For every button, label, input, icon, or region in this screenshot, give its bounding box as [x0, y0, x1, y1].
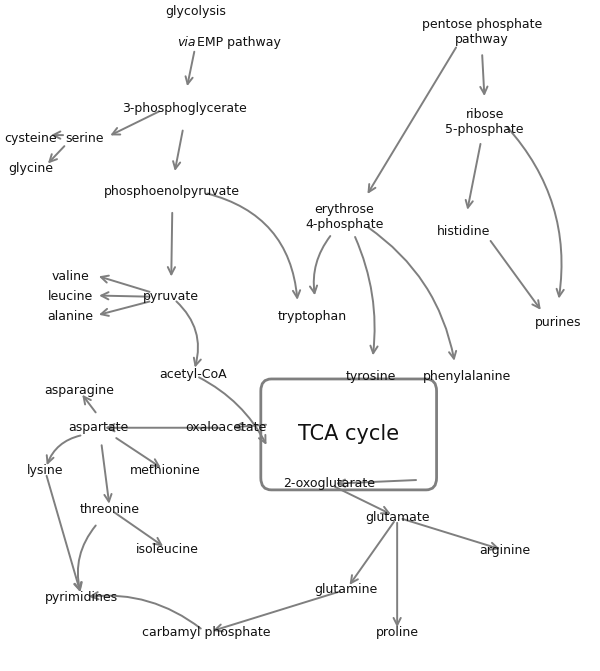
Text: pentose phosphate
pathway: pentose phosphate pathway [422, 17, 542, 46]
Text: purines: purines [535, 315, 581, 329]
Text: phosphoenolpyruvate: phosphoenolpyruvate [104, 185, 241, 199]
Text: glycolysis: glycolysis [165, 5, 226, 18]
Text: oxaloacetate: oxaloacetate [185, 421, 266, 434]
Text: cysteine: cysteine [5, 132, 58, 145]
Text: proline: proline [376, 626, 419, 639]
Text: 3-phosphoglycerate: 3-phosphoglycerate [122, 102, 247, 115]
Text: asparagine: asparagine [44, 384, 114, 397]
Text: serine: serine [65, 132, 104, 145]
Text: ribose
5-phosphate: ribose 5-phosphate [445, 108, 524, 136]
Text: threonine: threonine [80, 503, 140, 516]
Text: carbamyl phosphate: carbamyl phosphate [142, 626, 271, 639]
Text: lysine: lysine [27, 464, 63, 477]
Text: phenylalanine: phenylalanine [423, 370, 511, 383]
Text: aspartate: aspartate [68, 421, 128, 434]
FancyBboxPatch shape [261, 379, 437, 490]
Text: arginine: arginine [479, 544, 531, 557]
Text: acetyl-CoA: acetyl-CoA [159, 368, 227, 381]
Text: pyrimidines: pyrimidines [45, 591, 118, 604]
Text: tyrosine: tyrosine [346, 370, 396, 383]
Text: glutamine: glutamine [315, 583, 378, 596]
Text: leucine: leucine [47, 291, 93, 303]
Text: EMP pathway: EMP pathway [193, 36, 281, 49]
Text: methionine: methionine [130, 464, 201, 477]
Text: erythrose
4-phosphate: erythrose 4-phosphate [305, 203, 384, 231]
Text: isoleucine: isoleucine [136, 543, 199, 556]
Text: pyruvate: pyruvate [143, 291, 199, 303]
Text: histidine: histidine [436, 225, 490, 238]
Text: 2-oxoglutarate: 2-oxoglutarate [283, 477, 375, 491]
Text: alanine: alanine [47, 310, 93, 323]
Text: via: via [177, 36, 196, 49]
Text: glutamate: glutamate [365, 511, 430, 524]
Text: tryptophan: tryptophan [278, 310, 347, 323]
Text: TCA cycle: TCA cycle [298, 425, 399, 444]
Text: valine: valine [51, 270, 89, 283]
Text: glycine: glycine [8, 162, 53, 175]
